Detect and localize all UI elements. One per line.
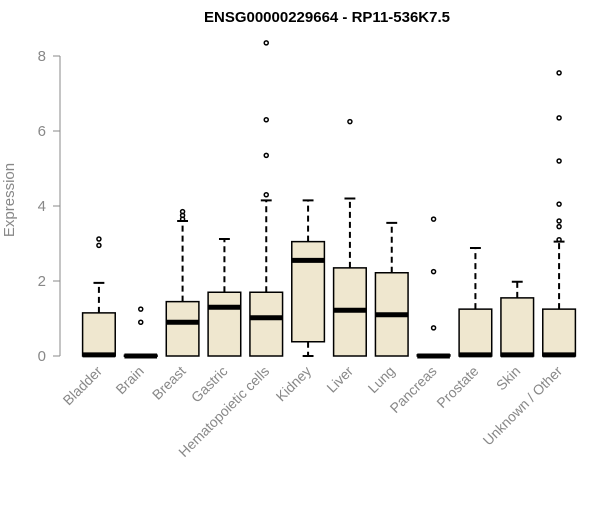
- outlier-point: [263, 152, 269, 159]
- box-group: [500, 280, 535, 358]
- outlier-point: [556, 115, 562, 121]
- y-tick-label: 6: [38, 123, 46, 140]
- outlier-point: [430, 216, 437, 222]
- box-group: [123, 306, 158, 359]
- box-group: [332, 118, 367, 357]
- box-iqr: [165, 300, 200, 357]
- box-group: [416, 216, 451, 359]
- outlier-point: [430, 325, 437, 331]
- x-tick-label: Lung: [365, 363, 398, 396]
- outlier-point: [556, 218, 562, 224]
- box-group: [81, 236, 116, 358]
- x-tick-label: Pancreas: [387, 363, 440, 416]
- box-iqr: [207, 291, 242, 357]
- y-axis-label: Expression: [1, 163, 18, 237]
- plot-area: [81, 40, 577, 359]
- outlier-point: [138, 319, 144, 325]
- y-tick-label: 8: [38, 48, 46, 65]
- outlier-point: [96, 236, 102, 242]
- box-group: [374, 221, 409, 357]
- outlier-point: [430, 268, 437, 275]
- x-tick-label: Skin: [493, 363, 524, 394]
- box-group: [542, 70, 577, 358]
- y-tick-label: 2: [38, 273, 46, 290]
- outlier-point: [263, 117, 269, 123]
- y-axis: 0 2 4 6 8: [38, 48, 61, 365]
- y-tick-label: 0: [38, 348, 46, 365]
- x-tick-label: Brain: [112, 363, 146, 397]
- outlier-point: [179, 208, 186, 215]
- chart-title: ENSG00000229664 - RP11-536K7.5: [204, 9, 450, 26]
- box-iqr: [291, 240, 326, 343]
- x-tick-label: Unknown / Other: [480, 363, 566, 449]
- outlier-point: [556, 223, 562, 230]
- x-tick-label: Prostate: [433, 363, 481, 411]
- outlier-point: [263, 40, 269, 46]
- outlier-point: [347, 118, 353, 125]
- box-iqr: [249, 291, 284, 357]
- box-group: [291, 199, 326, 357]
- box-group: [249, 40, 284, 357]
- x-tick-label: Kidney: [273, 363, 315, 405]
- outlier-point: [138, 306, 144, 312]
- outlier-point: [556, 70, 562, 76]
- box-group: [165, 208, 200, 357]
- y-tick-label: 4: [38, 198, 46, 215]
- outlier-point: [96, 242, 102, 249]
- box-iqr: [542, 308, 577, 357]
- box-iqr: [81, 312, 116, 357]
- x-tick-label: Breast: [149, 363, 189, 403]
- outlier-point: [263, 192, 269, 198]
- outlier-point: [556, 158, 562, 164]
- outlier-point: [556, 201, 562, 207]
- x-tick-label: Liver: [323, 363, 356, 396]
- box-iqr: [500, 297, 535, 357]
- outlier-point: [556, 237, 562, 243]
- box-iqr: [458, 308, 493, 357]
- x-tick-label: Bladder: [60, 363, 106, 409]
- box-group: [458, 247, 493, 358]
- box-group: [207, 238, 242, 357]
